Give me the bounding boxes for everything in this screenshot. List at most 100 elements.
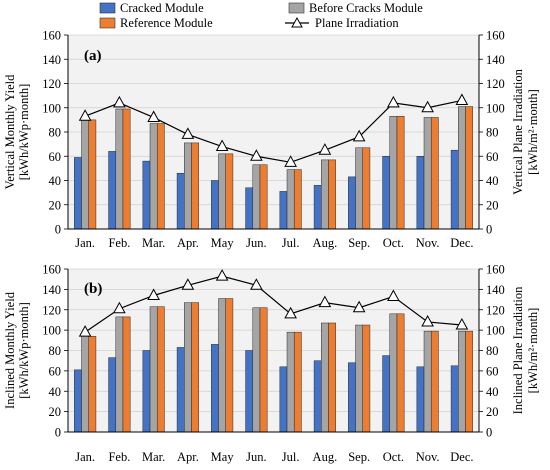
irradiation-line [84,99,462,163]
y-tick-label: 0 [55,223,61,237]
y-tick-label: 140 [42,283,61,297]
x-tick-label: Apr. [177,450,199,464]
bar [389,313,398,433]
y-right-tick-label: 140 [486,53,505,67]
bar [142,350,151,433]
y-tick-label: 20 [49,405,62,419]
y-right-tick-label: 120 [486,303,505,317]
bar [81,119,89,230]
bar [362,147,371,230]
irradiation-marker [250,149,263,161]
panel-label: (a) [84,48,102,64]
y-axis-label: [kWh/kWp·month] [17,84,31,181]
legend-swatch [288,2,305,14]
irradiation-marker [387,95,400,108]
x-tick-label: Sep. [348,450,370,464]
legend-label: Before Cracks Module [309,1,423,15]
bar [465,106,473,230]
bar [149,306,158,433]
bar [259,307,268,433]
y-right-axis-label: Inclined Plane Irradiation [511,286,525,414]
y-right-tick-label: 40 [486,174,499,188]
chart-panel-b: 0 20 40 60 80 100 120 140 160 0 20 40 60 80 100 120 140 1… [3,263,540,465]
irradiation-marker [250,278,263,290]
y-right-axis-label: [kWh/m²·month] [526,308,540,394]
y-axis-label: Inclined Monthly Yield [3,291,17,409]
bar [458,330,466,433]
bar [191,142,199,230]
bar [321,322,329,433]
panel-label: (b) [84,281,102,297]
bar [88,335,97,433]
chart-panel-a: 0 20 40 60 80 100 120 140 160 0 20 40 60 80 100 120 140 1… [3,29,540,251]
legend-item: Before Cracks Module [288,1,423,15]
bar [74,157,82,230]
bar [279,366,288,433]
irradiation-marker [421,314,434,327]
bar [430,117,439,230]
bar [252,307,261,433]
y-right-tick-label: 0 [486,223,492,237]
irradiation-marker [387,289,400,302]
legend-label: Reference Module [120,16,213,30]
y-tick-label: 160 [42,29,61,43]
x-tick-label: Jan. [75,236,95,250]
x-tick-label: Feb. [108,236,130,250]
y-tick-label: 80 [49,344,62,358]
x-tick-label: Mar. [142,450,165,464]
bar [313,185,322,230]
bar [396,313,405,433]
x-tick-label: Aug. [313,236,338,250]
x-tick-label: Oct. [383,450,404,464]
bar [313,360,322,433]
x-tick-label: Jan. [75,450,95,464]
y-right-tick-label: 80 [486,344,499,358]
bar [328,322,336,433]
irradiation-marker [455,317,469,330]
bar [108,151,117,230]
x-tick-label: Dec. [450,450,473,464]
y-right-axis-label: Vertical Plane Irradiation [511,68,525,194]
bar [396,115,405,230]
bar [389,115,398,230]
bar [115,108,124,230]
bar [259,164,268,230]
bar [279,191,288,230]
irradiation-marker [181,278,195,290]
x-tick-label: Jun. [246,450,267,464]
bar [382,156,391,230]
bar [156,306,165,433]
irradiation-marker [352,129,366,142]
y-right-tick-label: 140 [486,283,505,297]
bar [74,369,82,433]
bar [156,123,165,230]
bar [382,355,391,433]
legend-label: Cracked Module [120,1,204,15]
y-right-tick-label: 160 [486,263,505,277]
x-tick-label: Nov. [416,236,440,250]
y-tick-label: 40 [49,385,62,399]
legend-swatch [99,17,116,29]
irradiation-marker [78,325,92,337]
bar [293,331,302,433]
irradiation-marker [215,139,229,152]
irradiation-marker [284,306,297,319]
bar [211,180,219,230]
bar [252,164,261,230]
bar [218,153,226,230]
irradiation-marker [421,100,434,113]
legend-marker [291,16,303,28]
y-tick-label: 20 [49,198,62,212]
bar [328,159,336,230]
y-right-axis-label: [kWh/m²·month] [526,89,540,175]
x-tick-label: May [211,450,235,464]
bar [184,302,192,433]
bar [88,119,97,230]
x-tick-label: Aug. [313,450,338,464]
irradiation-marker [113,301,126,314]
bar [115,316,124,433]
y-tick-label: 60 [49,364,62,378]
y-right-tick-label: 20 [486,405,499,419]
bar [450,149,459,230]
bar [423,330,432,433]
